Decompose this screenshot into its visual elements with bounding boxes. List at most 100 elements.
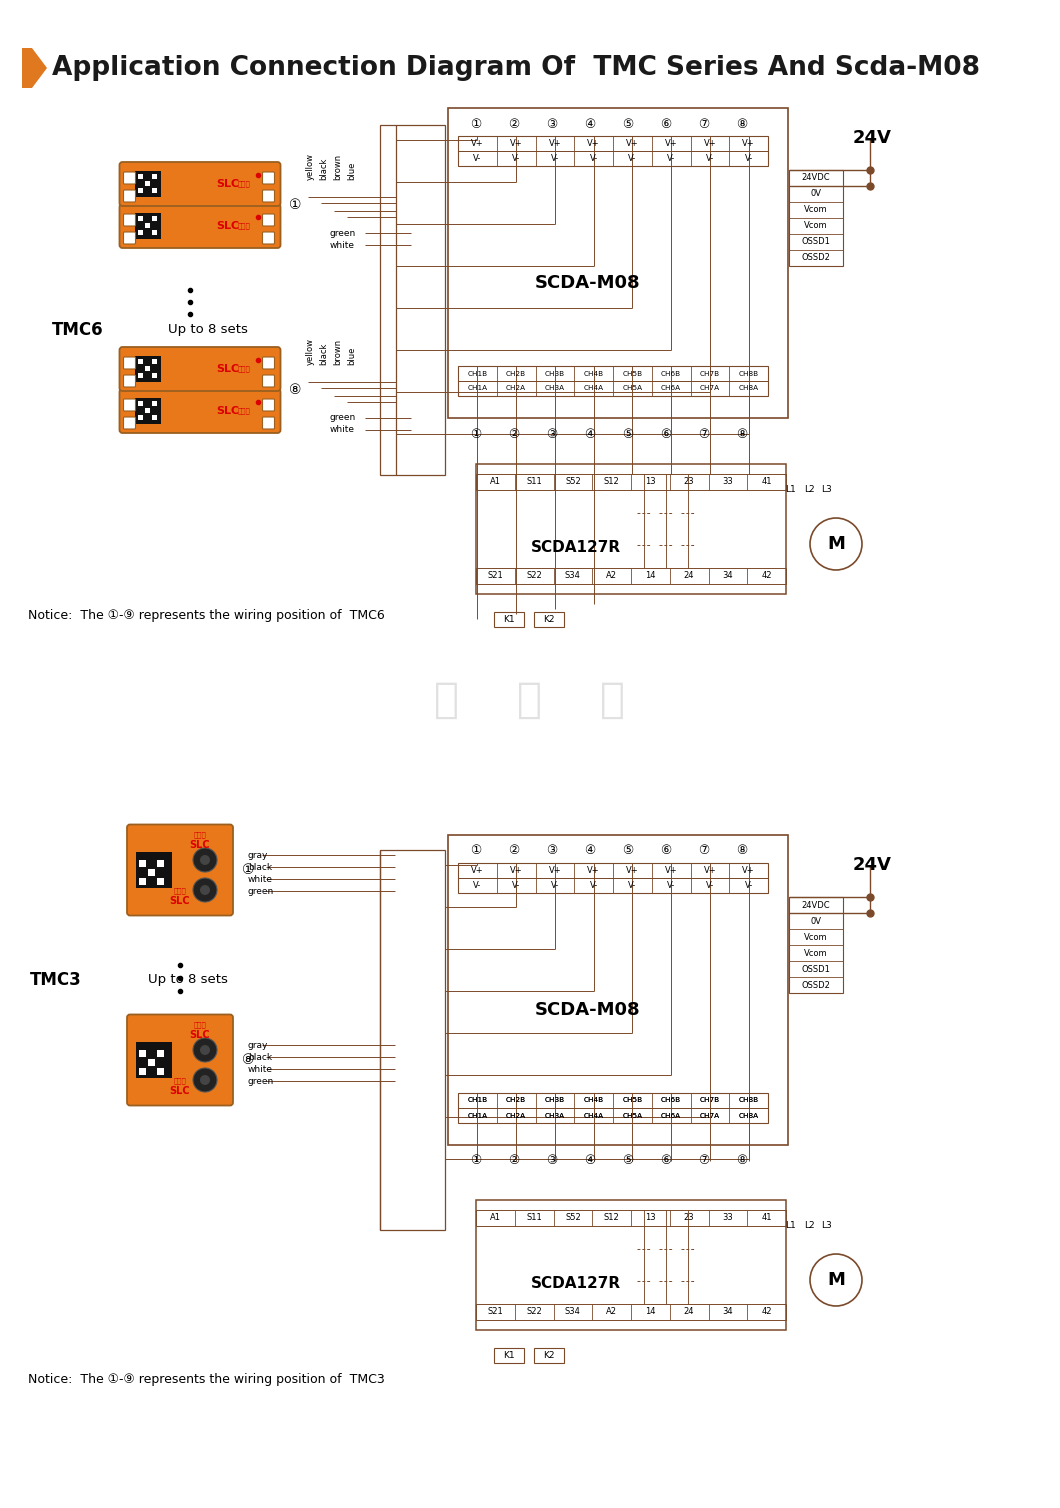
Text: M: M — [827, 1271, 845, 1289]
Bar — [448, 109, 788, 418]
FancyBboxPatch shape — [263, 418, 275, 428]
Bar — [458, 863, 768, 893]
Bar — [458, 136, 768, 166]
Text: V-: V- — [551, 881, 559, 890]
FancyBboxPatch shape — [124, 172, 136, 184]
Text: ⑧: ⑧ — [737, 427, 747, 440]
Text: OSSD2: OSSD2 — [801, 980, 830, 989]
Text: 0V: 0V — [811, 190, 822, 199]
Bar — [534, 612, 564, 627]
Text: ①: ① — [242, 863, 254, 878]
Text: TMC6: TMC6 — [52, 321, 104, 339]
Text: V+: V+ — [742, 866, 755, 875]
Bar — [476, 1209, 787, 1226]
FancyBboxPatch shape — [263, 375, 275, 388]
Text: V-: V- — [473, 881, 481, 890]
Text: brown: brown — [334, 154, 342, 179]
Text: CH5A: CH5A — [622, 386, 642, 392]
Circle shape — [193, 878, 217, 902]
Text: CH3B: CH3B — [545, 371, 565, 377]
Text: CH2B: CH2B — [506, 1098, 526, 1104]
Text: V+: V+ — [704, 866, 717, 875]
Bar — [476, 1200, 787, 1330]
Text: CH8B: CH8B — [739, 1098, 759, 1104]
Text: white: white — [330, 425, 355, 434]
Text: V-: V- — [667, 881, 675, 890]
Text: ④: ④ — [584, 1155, 596, 1167]
Bar — [494, 1348, 524, 1363]
FancyBboxPatch shape — [263, 190, 275, 202]
Text: 施莱格: 施莱格 — [237, 407, 250, 415]
Text: V-: V- — [744, 154, 753, 163]
Text: ①: ① — [471, 844, 481, 858]
Text: ⑥: ⑥ — [660, 427, 672, 440]
Text: 14: 14 — [646, 572, 656, 581]
Bar — [138, 372, 142, 379]
Text: CH3A: CH3A — [545, 1113, 565, 1119]
FancyBboxPatch shape — [124, 418, 136, 428]
Text: ②: ② — [509, 118, 519, 131]
Text: V-: V- — [706, 154, 714, 163]
Text: CH7A: CH7A — [700, 1113, 720, 1119]
Text: K1: K1 — [504, 615, 515, 624]
Text: ⑤: ⑤ — [622, 1155, 634, 1167]
Text: ⑦: ⑦ — [699, 1155, 709, 1167]
FancyBboxPatch shape — [263, 214, 275, 226]
Text: ⑤: ⑤ — [622, 844, 634, 858]
Bar — [152, 359, 157, 363]
Bar — [152, 415, 157, 421]
Text: CH1B: CH1B — [467, 1098, 488, 1104]
Text: 0V: 0V — [811, 917, 822, 926]
Text: SLC: SLC — [190, 840, 210, 851]
Text: OSSD2: OSSD2 — [801, 253, 830, 262]
Text: ⑦: ⑦ — [699, 844, 709, 858]
Text: ①: ① — [471, 427, 481, 440]
Bar — [458, 366, 768, 397]
Text: SLC: SLC — [170, 1086, 191, 1095]
Text: K1: K1 — [504, 1351, 515, 1360]
Bar — [476, 474, 787, 490]
Bar — [157, 878, 164, 885]
FancyBboxPatch shape — [263, 400, 275, 412]
Text: black: black — [248, 1053, 272, 1062]
Text: CH3B: CH3B — [545, 1098, 565, 1104]
Text: SCDA-M08: SCDA-M08 — [535, 1001, 641, 1019]
Bar — [494, 612, 524, 627]
Text: ③: ③ — [546, 844, 558, 858]
Text: brown: brown — [334, 339, 342, 365]
Bar — [138, 231, 142, 235]
Text: 23: 23 — [684, 478, 694, 487]
Text: 施莱格: 施莱格 — [237, 223, 250, 229]
Bar — [135, 213, 160, 238]
Bar — [139, 1068, 146, 1075]
FancyBboxPatch shape — [124, 214, 136, 226]
Text: 42: 42 — [761, 1307, 772, 1316]
Text: V+: V+ — [626, 139, 639, 148]
Text: Vcom: Vcom — [805, 205, 828, 214]
FancyBboxPatch shape — [124, 357, 136, 369]
Bar — [458, 1093, 768, 1123]
Text: CH8B: CH8B — [739, 371, 759, 377]
Text: S11: S11 — [526, 1214, 542, 1223]
Text: CH4B: CH4B — [584, 1098, 604, 1104]
Text: TMC3: TMC3 — [30, 971, 82, 989]
Text: CH3A: CH3A — [545, 1113, 565, 1119]
Text: 施莱格: 施莱格 — [174, 887, 187, 894]
Text: white: white — [330, 240, 355, 249]
Text: V+: V+ — [587, 139, 600, 148]
Text: ②: ② — [509, 844, 519, 858]
Text: ②: ② — [509, 1155, 519, 1167]
Text: Up to 8 sets: Up to 8 sets — [167, 324, 248, 336]
Text: ⑧: ⑧ — [737, 844, 747, 858]
Bar — [148, 869, 155, 876]
Text: SCDA-M08: SCDA-M08 — [535, 274, 641, 293]
Text: V-: V- — [551, 154, 559, 163]
Bar — [152, 401, 157, 406]
Text: CH3A: CH3A — [545, 386, 565, 392]
Text: CH3B: CH3B — [545, 1098, 565, 1104]
Text: CH4A: CH4A — [584, 1113, 604, 1119]
Text: ⑥: ⑥ — [660, 844, 672, 858]
Bar — [152, 188, 157, 193]
Bar — [138, 216, 142, 222]
Text: CH4A: CH4A — [584, 386, 604, 392]
